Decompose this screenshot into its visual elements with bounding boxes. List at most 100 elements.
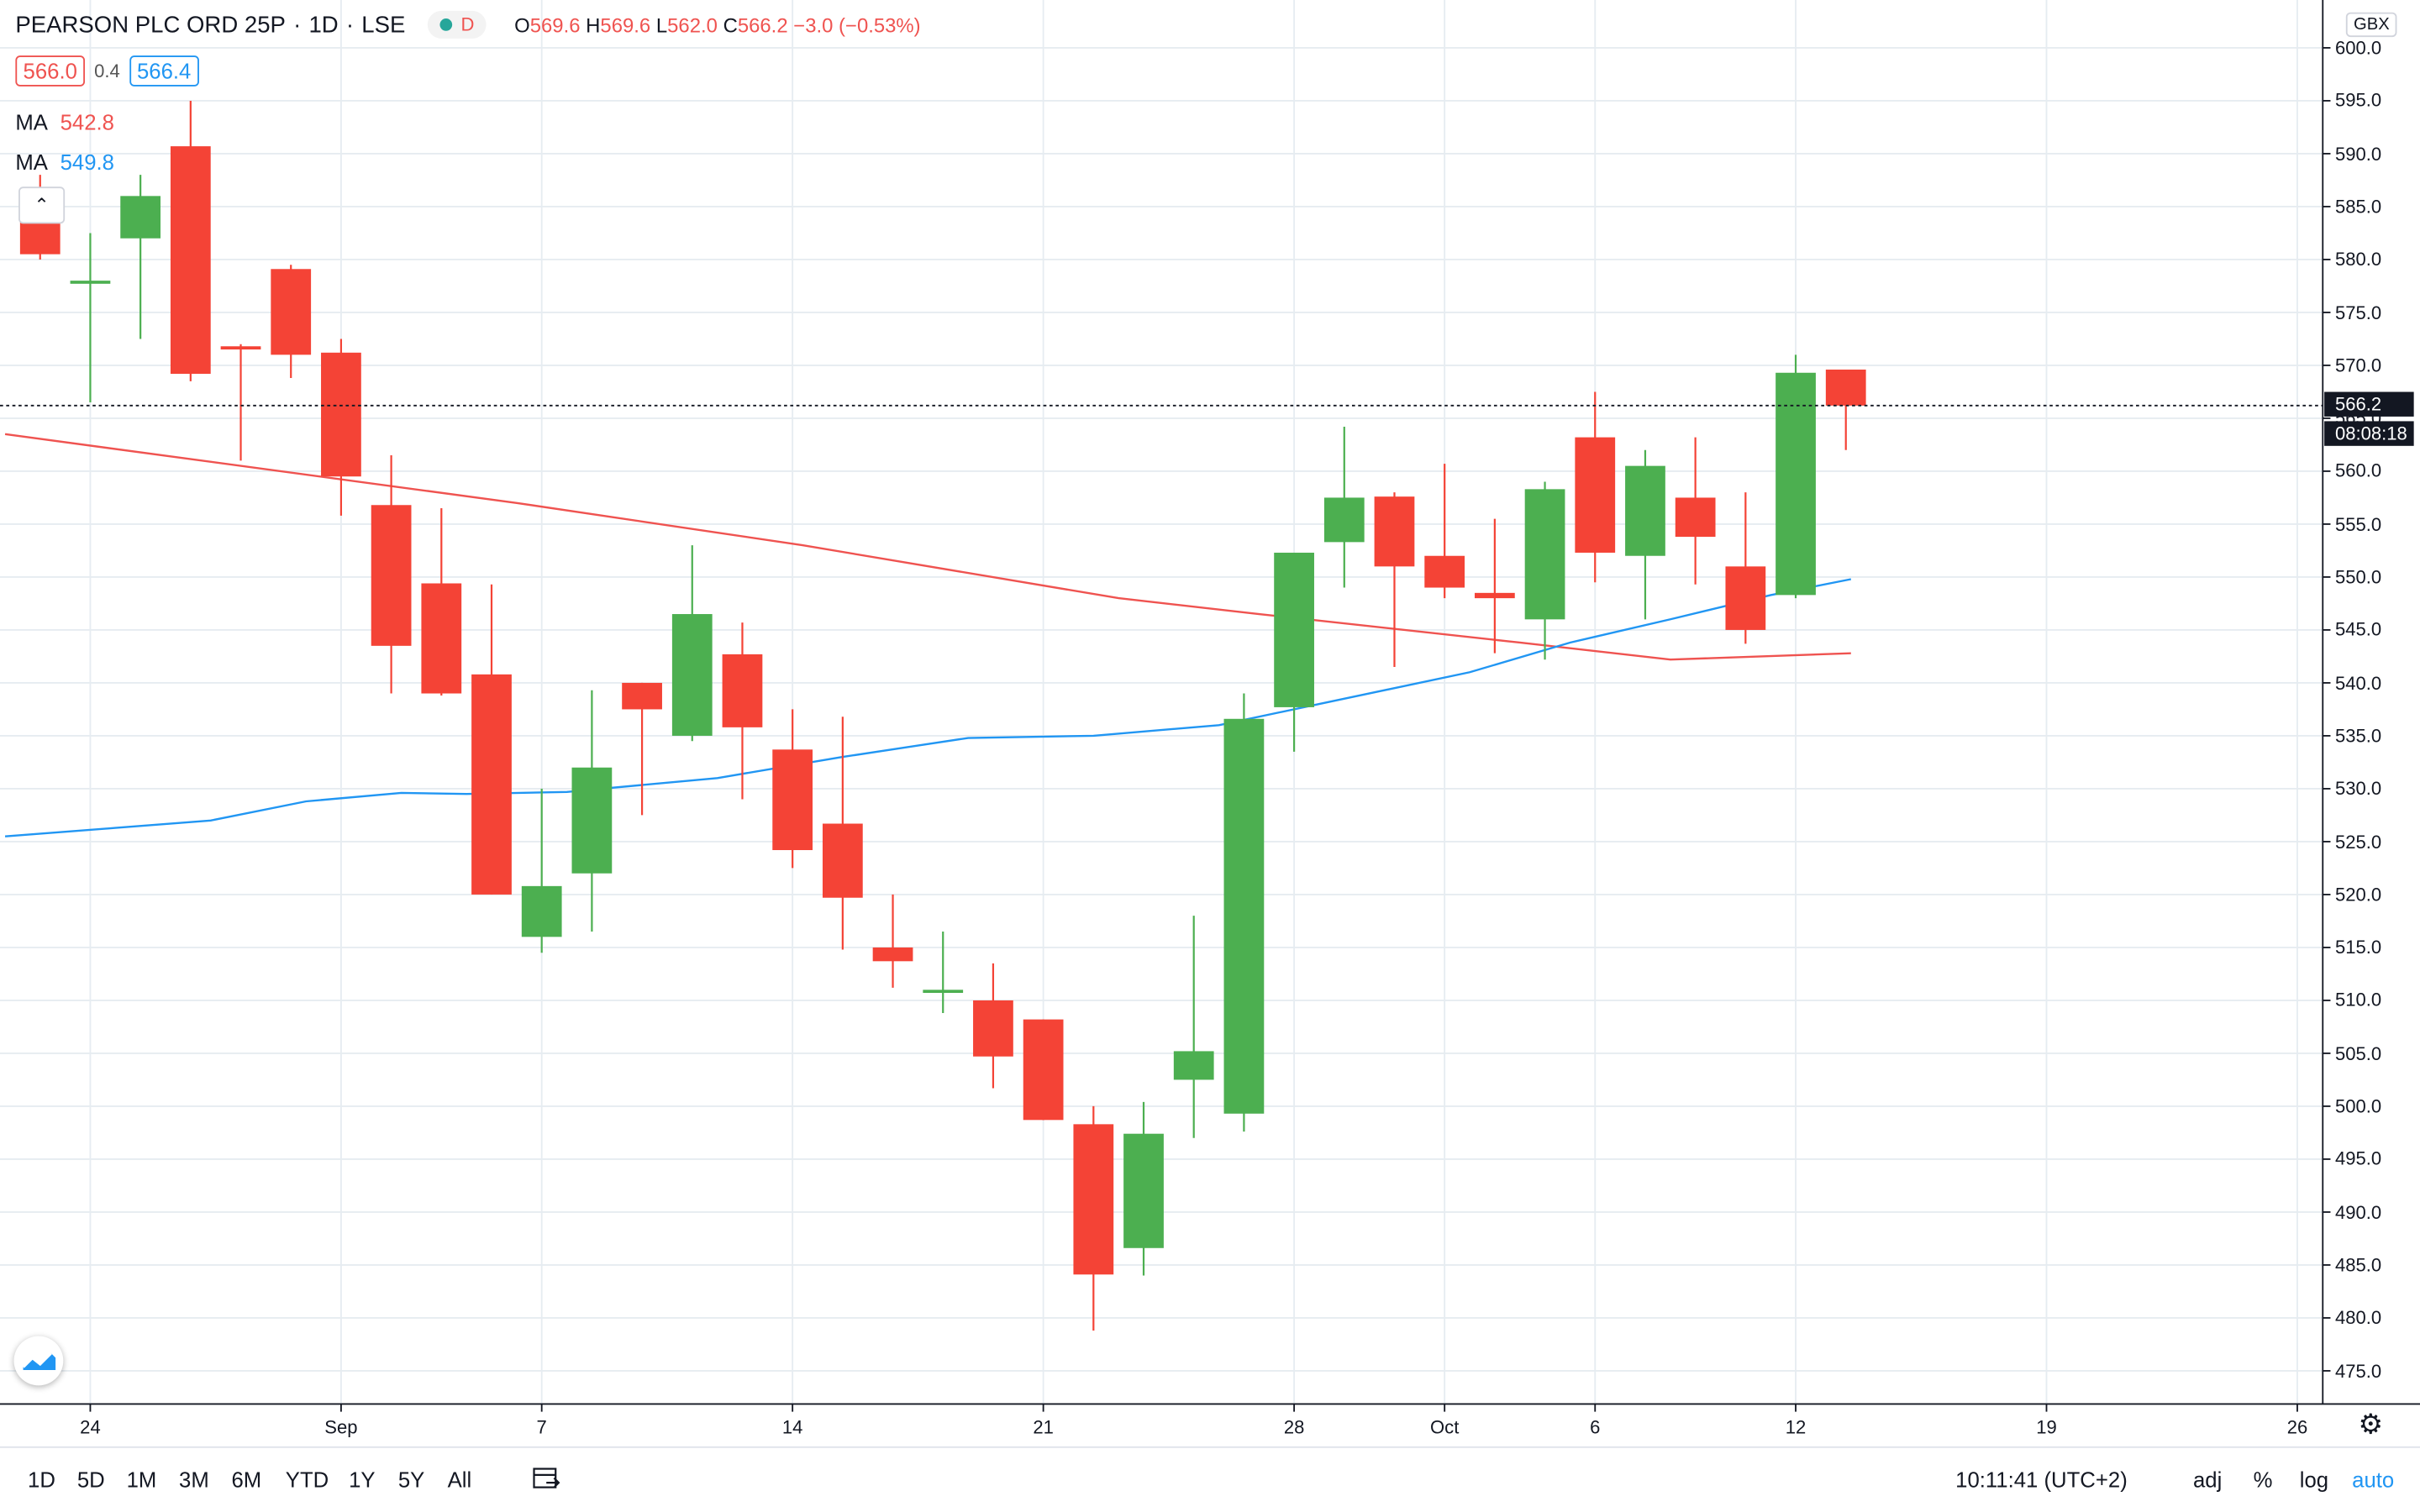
candles [19,100,1866,1331]
symbol-name[interactable]: PEARSON PLC ORD 25P [15,11,286,38]
candle [1725,492,1766,644]
adj-toggle[interactable]: adj [2192,1467,2223,1493]
range-6m[interactable]: 6M [231,1467,262,1493]
market-open-dot [439,18,452,31]
y-tick-label: 520.0 [2334,884,2382,906]
candle-body [1323,497,1365,543]
range-5d[interactable]: 5D [76,1467,105,1493]
ma-legend-short[interactable]: MA 549.8 [15,150,114,174]
moving-averages [4,433,1852,837]
candle-body [1474,592,1515,599]
candle [371,455,412,694]
y-tick-label: 575.0 [2334,302,2382,323]
x-tick-label: 28 [1283,1416,1305,1438]
market-status[interactable]: D [427,10,487,39]
candle [220,344,261,461]
y-tick-label: 485.0 [2334,1254,2382,1276]
clock-time[interactable]: 10:11:41 (UTC+2) [1955,1467,2128,1493]
candle [1323,427,1365,588]
candle [321,339,361,516]
x-tick-label: 6 [1590,1416,1601,1438]
candle-body [1625,465,1665,556]
candle [622,682,662,816]
exchange-label: LSE [361,11,406,38]
goto-date-icon[interactable] [531,1462,562,1501]
ma-legend-long[interactable]: MA 542.8 [15,109,114,134]
candle [671,545,713,742]
data-badge: D [460,13,475,36]
candle [1023,1019,1064,1121]
collapse-legend-button[interactable]: ⌃ [18,186,66,224]
candle [120,175,161,339]
candle [1825,369,1866,450]
candle-body [1173,1051,1214,1080]
percent-toggle[interactable]: % [2253,1467,2273,1493]
ohlc-values: O569.6 H569.6 L562.0 C566.2 −3.0 (−0.53%… [514,13,920,37]
x-tick-label: 14 [781,1416,803,1438]
close-value: 566.2 [737,13,788,37]
open-value: 569.6 [529,13,581,37]
candle [973,963,1013,1089]
ma-line [4,433,1851,661]
grid-lines [0,0,2323,1404]
range-ytd[interactable]: YTD [285,1467,329,1493]
candle-body [1274,552,1314,707]
y-tick-label: 545.0 [2334,619,2382,641]
y-tick-label: 580.0 [2334,249,2382,270]
range-3m[interactable]: 3M [179,1467,209,1493]
x-tick-label: 19 [2036,1416,2057,1438]
range-all[interactable]: All [447,1467,472,1493]
bottom-toolbar: 1D 5D 1M 3M 6M YTD 1Y 5Y All 10:11:41 (U… [0,1453,2420,1512]
candle [471,584,512,895]
candle [872,894,913,988]
ask-button[interactable]: 566.4 [129,55,199,87]
candle [1223,693,1265,1132]
low-key: L [655,13,668,37]
x-tick-label: Oct [1430,1416,1460,1438]
candle-body [170,146,211,375]
candle-body [1123,1133,1164,1248]
candle-body [1023,1019,1064,1121]
range-1m[interactable]: 1M [126,1467,157,1493]
candle-body [371,505,412,646]
candle-body [1776,372,1816,596]
x-tick-label: 24 [80,1416,101,1438]
y-tick-label: 595.0 [2334,90,2382,112]
countdown-label: 08:08:18 [2324,421,2414,446]
y-tick-label: 495.0 [2334,1148,2382,1170]
y-tick-label: 530.0 [2334,778,2382,800]
tradingview-logo[interactable] [13,1336,64,1386]
ma-value: 542.8 [60,109,115,134]
range-1d[interactable]: 1D [28,1467,55,1493]
candle-body [1374,496,1415,567]
candle-body [772,749,813,851]
log-toggle[interactable]: log [2299,1467,2329,1493]
y-tick-label: 540.0 [2334,672,2382,694]
change-value: −3.0 (−0.53%) [793,13,921,37]
bid-button[interactable]: 566.0 [15,55,86,87]
candle [571,690,613,932]
high-key: H [586,13,601,37]
x-tick-label: Sep [324,1416,358,1438]
candle-body [321,352,361,477]
candle [1575,391,1616,583]
range-1y[interactable]: 1Y [349,1467,376,1493]
candle [722,622,763,800]
close-key: C [723,13,738,37]
auto-toggle[interactable]: auto [2352,1467,2395,1493]
x-tick-label: 21 [1033,1416,1054,1438]
currency-badge[interactable]: GBX [2345,12,2397,38]
interval-label[interactable]: 1D [308,11,339,38]
candle-body [1223,718,1265,1114]
candle [1424,464,1465,599]
tradingview-logo-icon [22,1352,56,1371]
y-tick-label: 590.0 [2334,143,2382,165]
gear-icon[interactable]: ⚙ [2358,1408,2384,1440]
range-5y[interactable]: 5Y [397,1467,425,1493]
candle-body [822,823,863,898]
open-key: O [514,13,530,37]
candle-body [722,654,763,727]
ma-label: MA [15,150,48,175]
ma-value: 549.8 [60,150,115,175]
